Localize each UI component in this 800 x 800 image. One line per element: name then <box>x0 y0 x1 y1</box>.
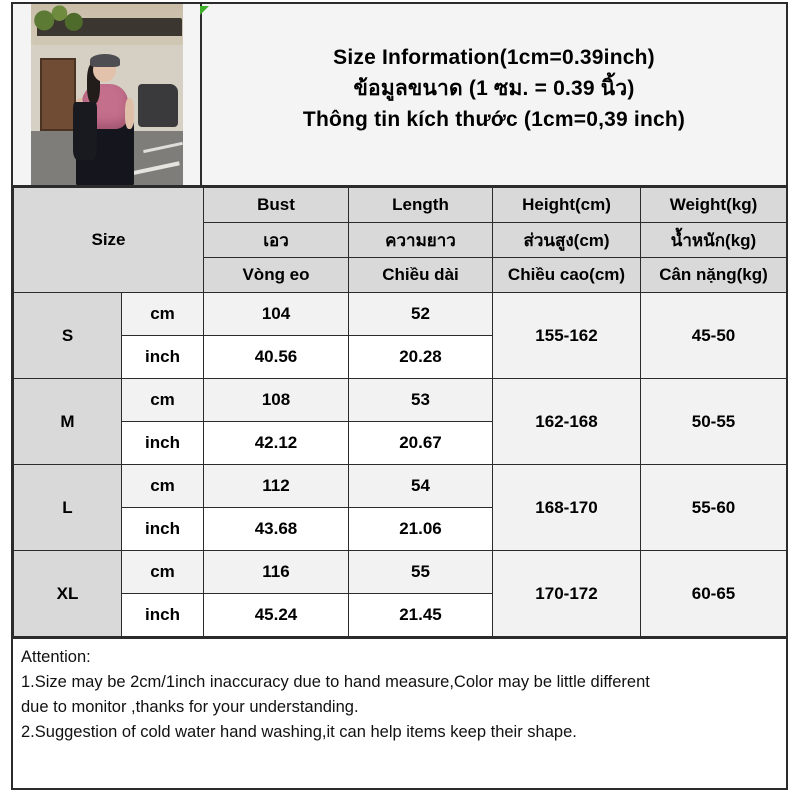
attention-line-3: 2.Suggestion of cold water hand washing,… <box>21 723 577 741</box>
table-row: inch 42.12 20.67 <box>14 421 787 465</box>
header-bust-th: เอว <box>203 222 349 258</box>
bust-cm-value: 112 <box>203 464 349 508</box>
product-photo-cell <box>13 4 202 185</box>
header-band: Size Information(1cm=0.39inch) ข้อมูลขนา… <box>13 4 786 187</box>
unit-cell-inch: inch <box>121 421 204 465</box>
unit-cell-cm: cm <box>121 378 204 422</box>
bust-cm-value: 116 <box>203 550 349 594</box>
header-weight-vi: Cân nặng(kg) <box>640 257 787 293</box>
header-length-vi: Chiều dài <box>348 257 493 293</box>
size-cell-s: S <box>13 292 122 379</box>
photo-eave <box>33 35 183 47</box>
table-row: inch 45.24 21.45 <box>14 593 787 637</box>
header-bust-en: Bust <box>203 187 349 223</box>
bust-cm-value: 104 <box>203 292 349 336</box>
size-table: Size Bust Length Height(cm) Weight(kg) เ… <box>13 187 787 637</box>
header-weight-th: น้ำหนัก(kg) <box>640 222 787 258</box>
weight-value: 50-55 <box>640 378 787 465</box>
chart-frame: Size Information(1cm=0.39inch) ข้อมูลขนา… <box>11 2 788 790</box>
header-height-th: ส่วนสูง(cm) <box>492 222 641 258</box>
table-row: inch 43.68 21.06 <box>14 507 787 551</box>
unit-cell-inch: inch <box>121 593 204 637</box>
title-line-vi: Thông tin kích thước (1cm=0,39 inch) <box>302 108 686 131</box>
photo-foliage <box>33 4 86 33</box>
weight-value: 60-65 <box>640 550 787 637</box>
attention-heading: Attention: <box>21 648 91 666</box>
unit-cell-inch: inch <box>121 335 204 379</box>
bust-inch-value: 40.56 <box>203 335 349 379</box>
unit-cell-inch: inch <box>121 507 204 551</box>
weight-value: 55-60 <box>640 464 787 551</box>
photo-model-arm-right <box>124 98 134 130</box>
title-line-th: ข้อมูลขนาด (1 ซม. = 0.39 นิ้ว) <box>353 77 635 100</box>
size-cell-m: M <box>13 378 122 465</box>
height-value: 155-162 <box>492 292 641 379</box>
length-inch-value: 20.67 <box>348 421 493 465</box>
length-inch-value: 21.45 <box>348 593 493 637</box>
bust-cm-value: 108 <box>203 378 349 422</box>
header-length-en: Length <box>348 187 493 223</box>
table-row: M cm 108 53 162-168 50-55 <box>13 378 787 465</box>
height-value: 168-170 <box>492 464 641 551</box>
attention-note: Attention: 1.Size may be 2cm/1inch inacc… <box>13 637 786 745</box>
length-cm-value: 55 <box>348 550 493 594</box>
height-value: 162-168 <box>492 378 641 465</box>
height-value: 170-172 <box>492 550 641 637</box>
header-weight-en: Weight(kg) <box>640 187 787 223</box>
length-cm-value: 52 <box>348 292 493 336</box>
attention-line-1: 1.Size may be 2cm/1inch inaccuracy due t… <box>21 673 650 691</box>
table-header-row-th: เอว ความยาว ส่วนสูง(cm) น้ำหนัก(kg) <box>14 222 787 258</box>
unit-cell-cm: cm <box>121 292 204 336</box>
table-row: S cm 104 52 155-162 45-50 <box>13 292 787 379</box>
header-height-vi: Chiều cao(cm) <box>492 257 641 293</box>
size-cell-l: L <box>13 464 122 551</box>
weight-value: 45-50 <box>640 292 787 379</box>
photo-model-cap <box>89 54 121 68</box>
bust-inch-value: 45.24 <box>203 593 349 637</box>
title-line-en: Size Information(1cm=0.39inch) <box>333 46 655 69</box>
header-bust-vi: Vòng eo <box>203 257 349 293</box>
photo-motorbike <box>138 83 178 128</box>
green-corner-marker-icon <box>200 6 209 15</box>
table-row: XL cm 116 55 170-172 60-65 <box>13 550 787 637</box>
length-inch-value: 20.28 <box>348 335 493 379</box>
table-row: L cm 112 54 168-170 55-60 <box>13 464 787 551</box>
photo-door <box>39 57 77 132</box>
header-height-en: Height(cm) <box>492 187 641 223</box>
table-row: inch 40.56 20.28 <box>14 335 787 379</box>
bust-inch-value: 43.68 <box>203 507 349 551</box>
attention-line-2: due to monitor ,thanks for your understa… <box>21 698 359 716</box>
unit-cell-cm: cm <box>121 550 204 594</box>
title-block: Size Information(1cm=0.39inch) ข้อมูลขนา… <box>202 4 786 185</box>
header-size-label: Size <box>13 187 204 293</box>
length-inch-value: 21.06 <box>348 507 493 551</box>
product-photo <box>30 4 183 185</box>
length-cm-value: 54 <box>348 464 493 508</box>
table-header-row-en: Size Bust Length Height(cm) Weight(kg) <box>13 187 787 293</box>
table-header-row-vi: Vòng eo Chiều dài Chiều cao(cm) Cân nặng… <box>14 257 787 293</box>
length-cm-value: 53 <box>348 378 493 422</box>
unit-cell-cm: cm <box>121 464 204 508</box>
size-cell-xl: XL <box>13 550 122 637</box>
photo-model-bag <box>73 101 98 161</box>
header-length-th: ความยาว <box>348 222 493 258</box>
bust-inch-value: 42.12 <box>203 421 349 465</box>
